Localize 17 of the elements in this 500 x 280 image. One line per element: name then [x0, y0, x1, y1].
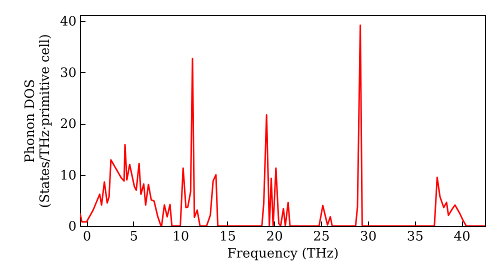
x-tick-label: 40: [454, 230, 470, 244]
x-tick-label: 35: [406, 230, 424, 244]
x-tick-label: 15: [219, 230, 236, 244]
x-tick-label: 30: [360, 230, 377, 244]
y-axis-title: Phonon DOS (States/THz·primitive cell): [22, 34, 53, 208]
x-tick-label: 10: [172, 230, 190, 244]
y-tick-label: 30: [60, 66, 76, 81]
y-tick-label: 40: [60, 14, 76, 30]
y-tick-label: 20: [60, 117, 76, 132]
x-axis-title: Frequency (THz): [227, 246, 339, 262]
y-tick-label: 10: [60, 168, 76, 184]
x-tick-label: 25: [313, 230, 330, 244]
y-tick-label: 0: [68, 220, 76, 234]
x-tick-label: 0: [82, 230, 92, 244]
line-series: [80, 24, 485, 226]
x-tick-label: 5: [130, 230, 138, 244]
x-tick-label: 20: [266, 230, 283, 244]
